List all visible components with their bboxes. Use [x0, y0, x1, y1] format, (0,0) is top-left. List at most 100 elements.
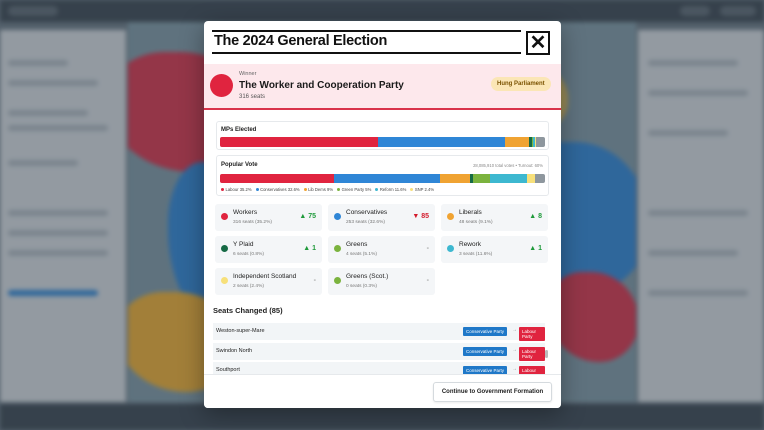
constituency-name: Swindon North [216, 348, 253, 354]
bar-segment [535, 137, 545, 147]
bar-segment [533, 137, 535, 147]
party-tile: Independent Scotland 2 seats (2.4%) - [215, 268, 322, 295]
party-name: Greens (Scot.) [346, 273, 389, 280]
party-seats: 48 seats (9.1%) [459, 220, 493, 225]
modal-footer: Continue to Government Formation [204, 374, 561, 408]
party-color-dot [334, 245, 341, 252]
popular-vote-meta: 28,085,910 total votes • Turnout: 60% [473, 163, 543, 168]
legend-item: SNP 2.4% [410, 187, 434, 192]
party-name: Greens [346, 241, 368, 248]
previous-party-badge: Conservative Party [463, 327, 508, 336]
bar-segment [528, 137, 532, 147]
legend-label: SNP 2.4% [414, 187, 435, 192]
winner-label: Winner [239, 71, 257, 77]
party-color-dot [334, 277, 341, 284]
party-color-dot [221, 245, 228, 252]
legend-item: Reform 11.6% [375, 187, 406, 192]
seat-change-row[interactable]: Swindon North Conservative Party → Labour P… [213, 343, 545, 361]
party-seats: 2 seats (2.4%) [233, 284, 264, 289]
seats-changed-scrollbar[interactable] [545, 350, 548, 358]
party-seat-change: ▼ 85 [412, 213, 429, 220]
popular-vote-legend: Labour 35.2% Conservatives 32.6% Lib Dems … [221, 187, 434, 192]
bar-segment [220, 137, 378, 147]
legend-swatch [410, 188, 414, 191]
close-icon: ✕ [529, 32, 547, 54]
party-seats: 0 seats (0.3%) [346, 284, 377, 289]
legend-label: Conservatives 32.6% [260, 187, 300, 192]
legend-label: Green Party 5% [341, 187, 372, 192]
legend-label: Lib Dems 9% [308, 187, 334, 192]
popular-vote-card: Popular Vote 28,085,910 total votes • Tu… [216, 155, 549, 196]
legend-item: Conservatives 32.6% [255, 187, 300, 192]
mps-elected-card: MPs Elected [216, 121, 549, 150]
party-tile: Rework 3 seats (11.6%) ▲ 1 [441, 236, 548, 263]
modal-header: The 2024 General Election ✕ [212, 30, 553, 57]
legend-swatch [375, 188, 379, 191]
bar-segment [489, 174, 528, 183]
seats-changed-title: Seats Changed (85) [213, 306, 283, 315]
bar-segment [535, 174, 545, 183]
party-color-dot [221, 277, 228, 284]
legend-swatch [303, 188, 307, 191]
constituency-name: Weston-super-Mare [216, 328, 265, 334]
party-seat-change: - [313, 277, 316, 284]
bar-segment [531, 137, 534, 147]
new-party-badge: Labour Party [519, 327, 545, 341]
party-seat-change: ▲ 1 [529, 245, 542, 252]
legend-label: Reform 11.6% [379, 187, 407, 192]
arrow-right-icon: → [512, 366, 517, 372]
legend-item: Lib Dems 9% [303, 187, 334, 192]
continue-to-government-formation-button[interactable]: Continue to Government Formation [433, 382, 552, 402]
party-name: Liberals [459, 209, 482, 216]
party-tile: Workers 316 seats (35.2%) ▲ 75 [215, 204, 322, 231]
party-color-dot [447, 213, 454, 220]
title-bottom-rule [212, 52, 521, 54]
party-color-dot [334, 213, 341, 220]
bar-segment [440, 174, 470, 183]
party-seats: 316 seats (35.2%) [233, 220, 272, 225]
party-seat-change: ▲ 75 [299, 213, 316, 220]
legend-label: Labour 35.2% [225, 187, 252, 192]
party-seats: 6 seats (0.8%) [233, 252, 264, 257]
bar-segment [504, 137, 529, 147]
party-name: Rework [459, 241, 482, 248]
election-results-modal: The 2024 General Election ✕ Winner The W… [204, 21, 561, 408]
party-color-dot [221, 213, 228, 220]
popular-vote-bar [220, 174, 545, 183]
previous-party-badge: Conservative Party [463, 366, 508, 375]
bar-segment [469, 174, 474, 183]
close-button[interactable]: ✕ [526, 31, 550, 55]
winner-seats: 316 seats [239, 94, 266, 100]
party-seats: 253 seats (32.6%) [346, 220, 385, 225]
modal-title: The 2024 General Election [214, 33, 388, 49]
winner-party-name: The Worker and Cooperation Party [239, 80, 404, 91]
legend-swatch [337, 188, 341, 191]
legend-item: Labour 35.2% [221, 187, 252, 192]
party-tile: Conservatives 253 seats (32.6%) ▼ 85 [328, 204, 435, 231]
popular-vote-label: Popular Vote [221, 162, 258, 168]
background-left-panel [0, 30, 126, 402]
hung-parliament-badge: Hung Parliament [491, 77, 551, 91]
party-tile: Greens 4 seats (5.1%) - [328, 236, 435, 263]
background-top-bar [0, 0, 764, 22]
previous-party-badge: Conservative Party [463, 347, 508, 356]
party-name: Conservatives [346, 209, 388, 216]
party-color-dot [447, 245, 454, 252]
party-name: Independent Scotland [233, 273, 297, 280]
mps-elected-label: MPs Elected [221, 127, 257, 133]
bar-segment [473, 174, 490, 183]
legend-item: Green Party 5% [337, 187, 371, 192]
party-tile: Y Plaid 6 seats (0.8%) ▲ 1 [215, 236, 322, 263]
arrow-right-icon: → [512, 327, 517, 333]
background-bottom-bar [0, 404, 764, 430]
party-tile: Greens (Scot.) 0 seats (0.3%) - [328, 268, 435, 295]
party-name: Y Plaid [233, 241, 254, 248]
arrow-right-icon: → [512, 347, 517, 353]
bar-segment [378, 137, 505, 147]
seat-change-row[interactable]: Weston-super-Mare Conservative Party → Labo… [213, 323, 545, 341]
party-seat-change: ▲ 1 [303, 245, 316, 252]
title-top-rule [212, 30, 521, 32]
party-tile: Liberals 48 seats (9.1%) ▲ 8 [441, 204, 548, 231]
mps-elected-bar [220, 137, 545, 147]
constituency-name: Southport [216, 367, 240, 373]
